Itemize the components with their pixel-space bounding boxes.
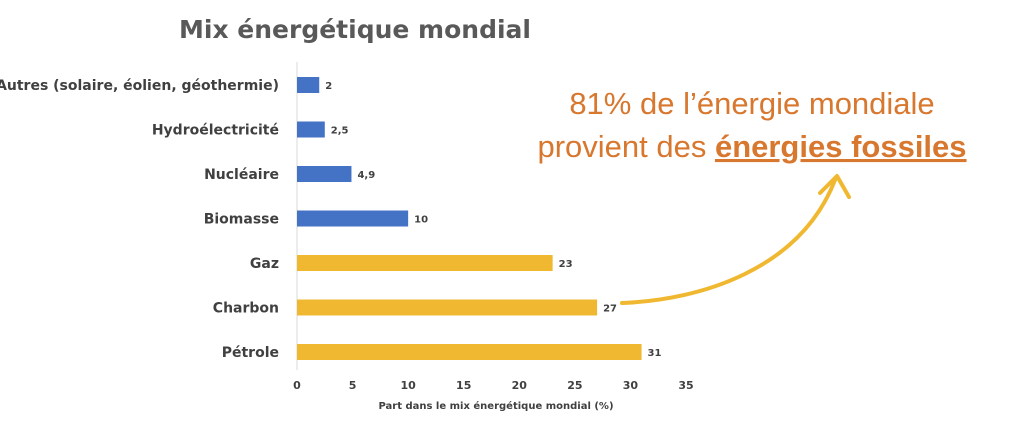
category-label-charbon: Charbon [213,301,279,317]
data-label-charbon: 27 [603,304,617,315]
data-label-hydroelectricite: 2,5 [331,126,349,137]
category-label-biomasse: Biomasse [204,212,279,228]
data-label-biomasse: 10 [414,215,428,226]
bar-charbon [297,299,598,316]
category-label-petrole: Pétrole [222,345,279,361]
x-axis-label: Part dans le mix énergétique mondial (%) [378,400,613,412]
annotation-line-2-prefix: provient des [537,129,715,164]
data-label-gaz: 23 [559,259,573,270]
x-tick-label: 25 [567,379,582,392]
category-label-hydroelectricite: Hydroélectricité [152,123,279,139]
annotation-emphasis: énergies fossiles [715,129,967,164]
category-label-autres-solaire-eolien-geothermie: Autres (solaire, éolien, géothermie) [0,78,279,94]
x-tick-label: 15 [456,379,471,392]
annotation-arrowhead [818,174,851,199]
annotation-line-1: 81% de l’énergie mondiale [569,86,934,121]
x-tick-label: 0 [293,379,301,392]
category-label-nucleaire: Nucléaire [204,167,279,183]
bar-gaz [297,255,553,271]
bar-nucleaire [297,166,352,182]
bar-hydroelectricite [297,121,325,138]
bar-biomasse [297,210,409,227]
x-tick-label: 10 [400,379,416,392]
bar-autres-solaire-eolien-geothermie [297,77,320,93]
x-tick-label: 35 [678,379,693,392]
annotation-line-2: provient des énergies fossiles [537,129,966,164]
bar-petrole [297,344,642,360]
x-tick-label: 5 [349,379,357,392]
category-label-gaz: Gaz [250,256,279,272]
data-label-autres-solaire-eolien-geothermie: 2 [325,81,332,92]
data-label-nucleaire: 4,9 [357,170,375,181]
x-tick-label: 20 [512,379,528,392]
chart-title: Mix énergétique mondial [179,15,531,44]
x-tick-label: 30 [623,379,639,392]
annotation-arrow [620,178,837,305]
data-label-petrole: 31 [648,348,662,359]
